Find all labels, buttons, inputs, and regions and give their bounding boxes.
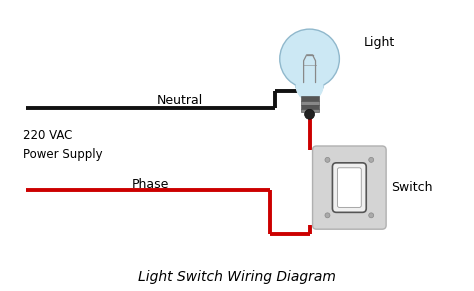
FancyBboxPatch shape (301, 109, 319, 112)
FancyBboxPatch shape (332, 163, 366, 212)
Polygon shape (296, 86, 323, 97)
FancyBboxPatch shape (301, 105, 319, 109)
FancyBboxPatch shape (301, 102, 319, 105)
FancyBboxPatch shape (337, 168, 361, 207)
Circle shape (296, 73, 323, 100)
Text: 220 VAC
Power Supply: 220 VAC Power Supply (23, 129, 103, 161)
Text: Phase: Phase (132, 178, 169, 191)
Circle shape (305, 109, 315, 119)
FancyBboxPatch shape (312, 146, 386, 229)
Circle shape (325, 213, 330, 218)
Text: Switch: Switch (391, 181, 433, 194)
Circle shape (369, 213, 374, 218)
Circle shape (369, 157, 374, 162)
Text: Neutral: Neutral (157, 94, 203, 107)
Circle shape (325, 157, 330, 162)
FancyBboxPatch shape (301, 97, 319, 102)
Text: Light: Light (364, 36, 395, 49)
Circle shape (280, 29, 339, 88)
Text: Light Switch Wiring Diagram: Light Switch Wiring Diagram (138, 270, 336, 284)
